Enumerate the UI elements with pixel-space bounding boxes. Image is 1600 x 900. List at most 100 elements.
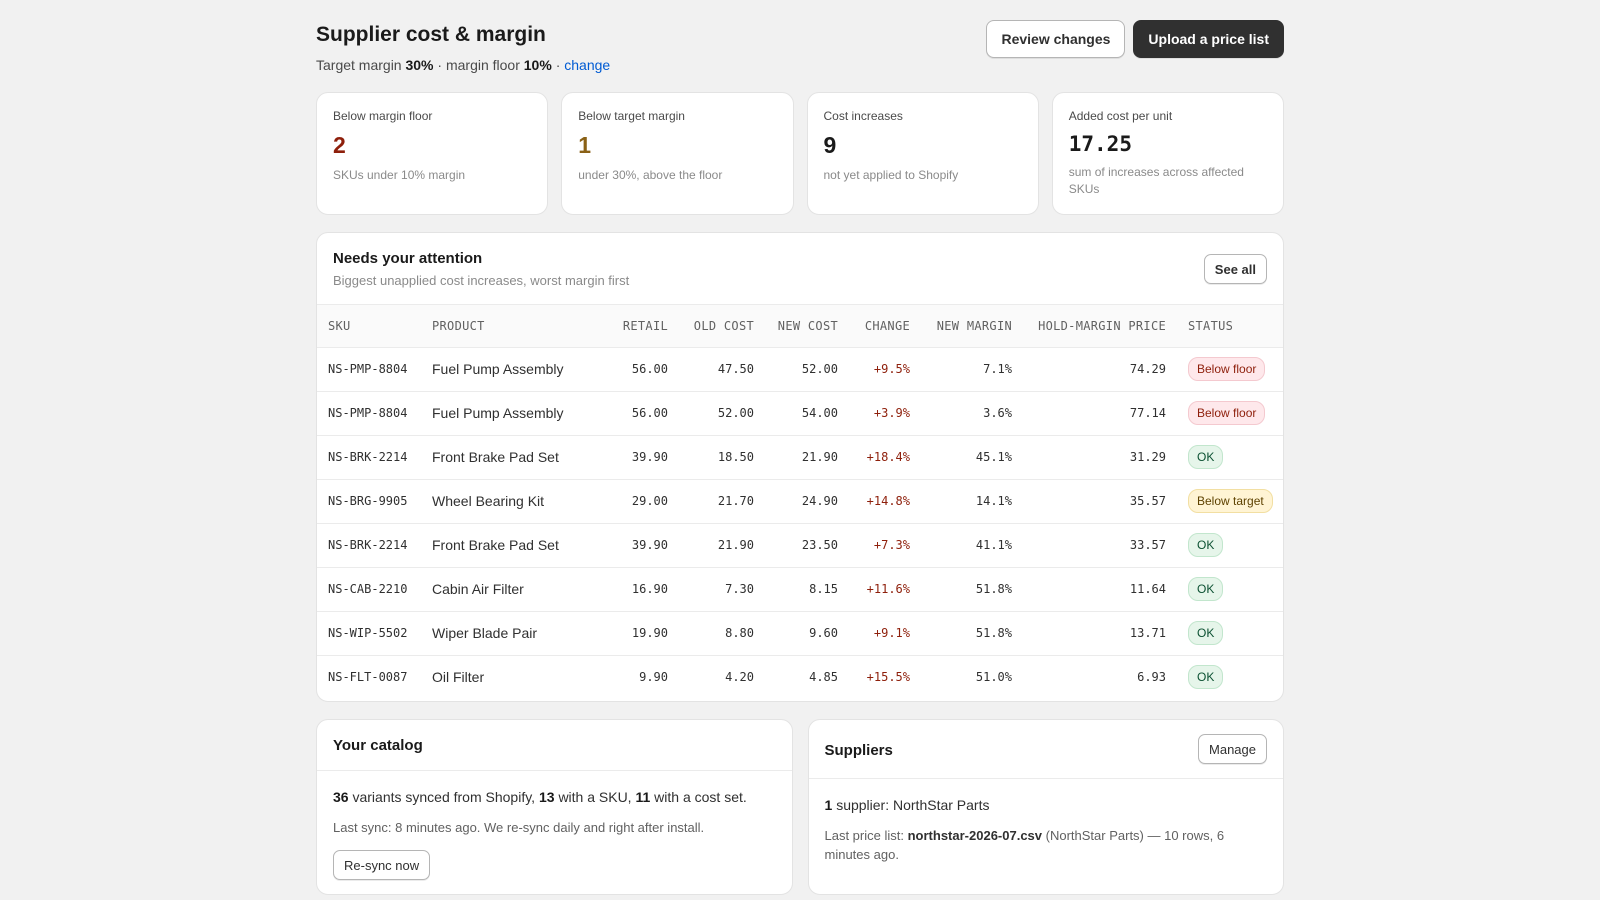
change-margin-link[interactable]: change xyxy=(564,57,611,73)
page-title: Supplier cost & margin xyxy=(316,23,546,46)
status-badge: Below target xyxy=(1188,489,1273,513)
new-margin-cell: 51.0% xyxy=(975,670,1012,685)
column-header-product[interactable]: PRODUCT xyxy=(421,305,597,348)
table-row[interactable]: NS-WIP-5502 Wiper Blade Pair 19.90 8.80 9.60… xyxy=(317,611,1283,656)
last-price-list-note: Last price list: northstar-2026-07.csv (… xyxy=(825,826,1268,864)
old-cost-cell: 18.50 xyxy=(679,435,765,480)
stat-card-cost-increases: Cost increases 9 not yet applied to Shop… xyxy=(806,92,1039,215)
stat-label: Below margin floor xyxy=(333,109,433,123)
change-cell: +7.3% xyxy=(849,523,921,568)
column-header-new-margin[interactable]: NEW MARGIN xyxy=(921,305,1023,348)
change-cell: +18.4% xyxy=(849,435,921,480)
supplier-count: 1 xyxy=(824,797,833,813)
stat-value: 17.25 xyxy=(1068,132,1132,156)
new-margin-cell: 51.8% xyxy=(921,567,1023,612)
status-badge: OK xyxy=(1188,577,1224,601)
status-badge: OK xyxy=(1188,533,1224,557)
product-cell: Fuel Pump Assembly xyxy=(421,347,597,392)
column-header-status[interactable]: STATUS xyxy=(1177,305,1283,348)
old-cost-cell: 21.70 xyxy=(679,479,765,524)
sku-cell: NS-BRK-2214 xyxy=(317,435,421,480)
sku-cell: NS-PMP-8804 xyxy=(317,391,421,436)
retail-cell: 56.00 xyxy=(597,347,679,392)
stat-note: SKUs under 10% margin xyxy=(333,168,466,182)
see-all-button[interactable]: See all xyxy=(1203,254,1267,284)
product-cell: Oil Filter xyxy=(432,669,485,686)
new-margin-cell: 14.1% xyxy=(921,479,1023,524)
bottom-cards: Your catalog 36 variants synced from Sho… xyxy=(316,719,1284,895)
review-changes-button[interactable]: Review changes xyxy=(986,20,1126,58)
column-header-retail[interactable]: RETAIL xyxy=(597,305,679,348)
sku-cell: NS-CAB-2210 xyxy=(317,567,421,612)
status-badge: OK xyxy=(1188,445,1224,469)
card-title: Needs your attention xyxy=(333,250,483,267)
table-row[interactable]: NS-BRK-2214 Front Brake Pad Set 39.90 18.50… xyxy=(317,435,1283,480)
change-cell: +15.5% xyxy=(866,670,910,685)
stat-note: sum of increases across affected SKUs xyxy=(1068,165,1244,196)
new-cost-cell: 21.90 xyxy=(765,435,849,480)
margin-floor-label: · margin floor xyxy=(437,57,520,73)
table-row[interactable]: NS-CAB-2210 Cabin Air Filter 16.90 7.30 8.15… xyxy=(317,567,1283,612)
upload-price-list-button[interactable]: Upload a price list xyxy=(1133,20,1284,58)
product-cell: Front Brake Pad Set xyxy=(421,523,597,568)
sku-cell: NS-FLT-0087 xyxy=(328,670,408,685)
hold-margin-price-cell: 35.57 xyxy=(1023,479,1177,524)
needs-attention-header: Needs your attention Biggest unapplied c… xyxy=(317,233,1283,305)
table-row[interactable]: NS-BRK-2214 Front Brake Pad Set 39.90 21.90… xyxy=(317,523,1283,568)
status-cell: OK xyxy=(1177,523,1283,568)
new-cost-cell: 4.85 xyxy=(809,670,838,685)
cost-changes-table: SKU PRODUCT RETAIL OLD COST NEW COST CHA… xyxy=(317,305,1283,699)
table-row[interactable]: NS-BRG-9905 Wheel Bearing Kit 29.00 21.70 24… xyxy=(317,479,1283,524)
old-cost-cell: 7.30 xyxy=(679,567,765,612)
new-cost-cell: 23.50 xyxy=(765,523,849,568)
status-badge: Below floor xyxy=(1188,357,1266,381)
resync-now-button[interactable]: Re-sync now xyxy=(333,850,431,880)
with-cost-text: with a cost set. xyxy=(654,789,747,805)
card-subtitle: Biggest unapplied cost increases, worst … xyxy=(333,273,630,288)
change-cell: +9.5% xyxy=(849,347,921,392)
status-cell: OK xyxy=(1177,655,1283,699)
column-header-change[interactable]: CHANGE xyxy=(849,305,921,348)
retail-cell: 16.90 xyxy=(597,567,679,612)
new-margin-cell: 45.1% xyxy=(921,435,1023,480)
stat-value: 9 xyxy=(823,132,837,158)
column-header-old-cost[interactable]: OLD COST xyxy=(679,305,765,348)
stat-label: Added cost per unit xyxy=(1068,109,1173,123)
product-cell: Front Brake Pad Set xyxy=(421,435,597,480)
retail-cell: 29.00 xyxy=(597,479,679,524)
table-row[interactable]: NS-PMP-8804 Fuel Pump Assembly 56.00 47.50 5… xyxy=(317,347,1283,392)
column-header-sku[interactable]: SKU xyxy=(317,305,421,348)
manage-suppliers-button[interactable]: Manage xyxy=(1198,734,1267,764)
retail-cell: 39.90 xyxy=(597,435,679,480)
last-price-list-label: Last price list: xyxy=(824,828,904,843)
target-margin-value: 30% xyxy=(405,57,434,73)
table-row[interactable]: NS-PMP-8804 Fuel Pump Assembly 56.00 52.00 5… xyxy=(317,391,1283,436)
stat-note: not yet applied to Shopify xyxy=(823,168,959,182)
status-badge: OK xyxy=(1188,621,1224,645)
change-cell: +14.8% xyxy=(849,479,921,524)
new-margin-cell: 51.8% xyxy=(921,611,1023,656)
change-cell: +3.9% xyxy=(849,391,921,436)
catalog-card: Your catalog 36 variants synced from Sho… xyxy=(316,719,793,895)
retail-cell: 39.90 xyxy=(597,523,679,568)
variants-text: variants synced from Shopify, xyxy=(352,789,536,805)
change-cell: +11.6% xyxy=(849,567,921,612)
old-cost-cell: 8.80 xyxy=(679,611,765,656)
column-header-new-cost[interactable]: NEW COST xyxy=(765,305,849,348)
table-body: NS-PMP-8804 Fuel Pump Assembly 56.00 47.50 5… xyxy=(317,347,1283,699)
stats-row: Below margin floor 2 SKUs under 10% marg… xyxy=(316,92,1284,215)
separator: · xyxy=(555,57,561,73)
new-cost-cell: 52.00 xyxy=(765,347,849,392)
variants-count: 36 xyxy=(333,789,349,805)
margin-floor-value: 10% xyxy=(523,57,552,73)
with-sku-text: with a SKU, xyxy=(558,789,632,805)
table-row[interactable]: NS-FLT-0087 Oil Filter 9.90 4.20 4.85 +15.5% 5… xyxy=(317,655,1283,699)
column-header-hold-margin-price[interactable]: HOLD-MARGIN PRICE xyxy=(1023,305,1177,348)
old-cost-cell: 21.90 xyxy=(679,523,765,568)
stat-note: under 30%, above the floor xyxy=(578,168,723,182)
new-margin-cell: 7.1% xyxy=(921,347,1023,392)
with-sku-count: 13 xyxy=(538,789,555,805)
last-price-list-file[interactable]: northstar-2026-07.csv xyxy=(907,828,1043,843)
sku-cell: NS-PMP-8804 xyxy=(317,347,421,392)
hold-margin-price-cell: 11.64 xyxy=(1023,567,1177,612)
